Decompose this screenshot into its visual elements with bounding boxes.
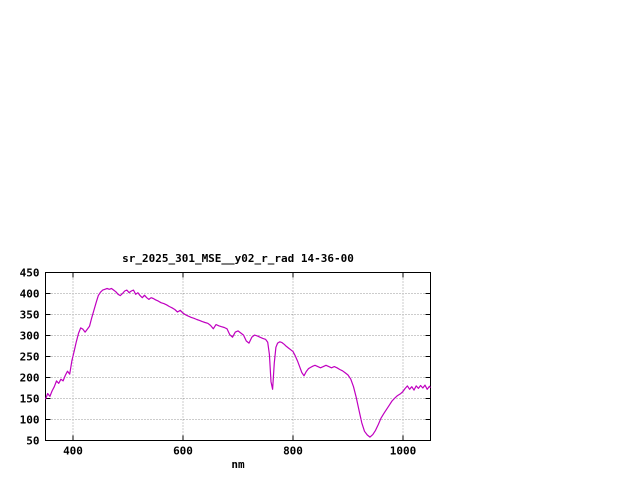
y-tick-label: 350	[20, 309, 40, 322]
x-tick-label: 1000	[390, 445, 417, 458]
y-tick-label: 50	[26, 435, 39, 448]
chart-title: sr_2025_301_MSE__y02_r_rad 14-36-00	[122, 252, 354, 265]
x-tick-label: 600	[173, 445, 193, 458]
spectrum-line	[44, 287, 431, 438]
grid	[45, 272, 431, 441]
y-tick-label: 200	[20, 372, 40, 385]
tick-labels: 400 600 800 1000 50 100 150 200 250 300 350 400 450	[20, 267, 417, 458]
axis-ticks	[45, 272, 431, 441]
y-tick-label: 300	[20, 330, 40, 343]
y-tick-label: 100	[20, 414, 40, 427]
x-tick-label: 400	[63, 445, 83, 458]
y-tick-label: 150	[20, 393, 40, 406]
x-tick-label: 800	[283, 445, 303, 458]
y-tick-label: 250	[20, 351, 40, 364]
y-tick-label: 400	[20, 288, 40, 301]
y-tick-label: 450	[20, 267, 40, 280]
x-axis-label: nm	[231, 458, 245, 471]
